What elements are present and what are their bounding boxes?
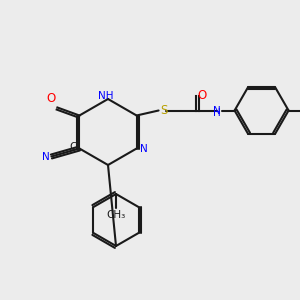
Text: C: C bbox=[69, 142, 76, 152]
Text: N: N bbox=[140, 143, 147, 154]
Text: NH: NH bbox=[98, 91, 114, 101]
Text: O: O bbox=[46, 92, 56, 106]
Text: H: H bbox=[213, 109, 220, 118]
Text: CH₃: CH₃ bbox=[106, 210, 126, 220]
Text: S: S bbox=[160, 104, 168, 117]
Text: N: N bbox=[213, 106, 220, 116]
Text: O: O bbox=[197, 89, 207, 102]
Text: N: N bbox=[42, 152, 50, 161]
